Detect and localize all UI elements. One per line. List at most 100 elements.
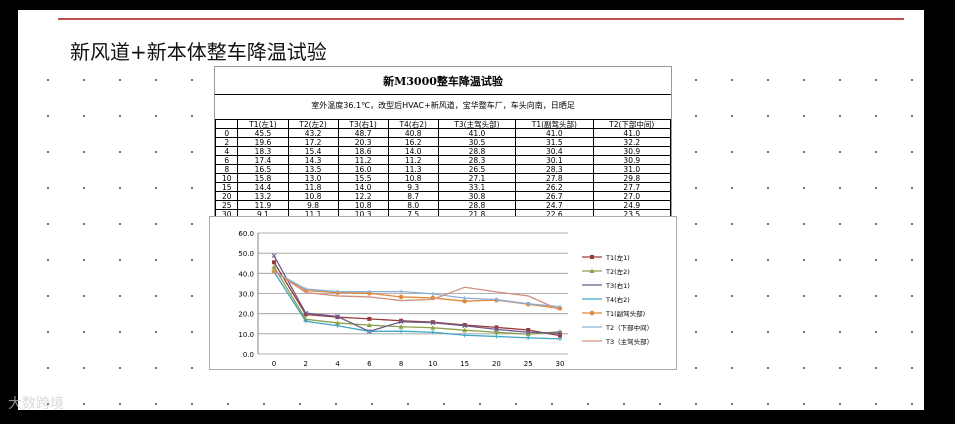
table-cell: 30.8 xyxy=(437,191,517,201)
table-cell: 16.0 xyxy=(337,164,389,174)
series-line xyxy=(273,270,561,311)
table-row: 25 11.9 9.8 10.8 8.0 28.8 24.7 24.9 xyxy=(214,200,672,210)
y-tick-label: 20.0 xyxy=(238,311,254,319)
data-point xyxy=(462,298,467,304)
table-cell: 11.2 xyxy=(387,155,439,165)
table-cell: 13.2 xyxy=(237,191,289,201)
x-tick-label: 30 xyxy=(556,360,565,368)
table-cell: 29.8 xyxy=(592,173,672,183)
table-row: 0 45.5 43.2 48.7 40.8 41.0 41.0 41.0 xyxy=(214,128,672,138)
data-point xyxy=(526,328,531,333)
data-table-image: 新M3000整车降温试验 室外温度36.1℃，改型后HVAC+新风道，宝华整车厂… xyxy=(214,66,672,224)
table-cell: 20.3 xyxy=(337,137,389,147)
table-cell: 41.0 xyxy=(515,128,594,138)
x-tick-label: 4 xyxy=(335,360,340,368)
table-cell: 2 xyxy=(214,137,239,147)
legend-marker xyxy=(589,310,595,316)
series-line xyxy=(273,261,561,337)
x-tick-label: 20 xyxy=(492,360,501,368)
table-row: 30 9.1 11.1 10.3 7.5 21.8 22.6 23.5 xyxy=(214,209,672,219)
table-cell: 25 xyxy=(214,200,239,210)
table-row: 15 14.4 11.8 14.0 9.3 33.1 26.2 27.7 xyxy=(214,182,672,192)
table-header-row: T1(左1) T2(左2) T3(右1) T4(右2) T3(主驾头部) T1(副驾头部)… xyxy=(214,119,672,129)
data-point xyxy=(399,318,404,323)
data-point xyxy=(557,330,563,336)
table-cell: 11.2 xyxy=(337,155,389,165)
table-header-cell xyxy=(214,119,239,129)
table-cell: 15.4 xyxy=(287,146,339,156)
table-cell: 26.2 xyxy=(515,182,594,192)
legend-label: T2(左2) xyxy=(605,267,630,276)
table-cell: 10.8 xyxy=(337,200,389,210)
table-header-cell: T1(左1) xyxy=(237,119,289,129)
table-cell: 17.4 xyxy=(237,155,289,165)
table-title: 新M3000整车降温试验 xyxy=(383,75,503,88)
y-tick-label: 30.0 xyxy=(238,291,254,299)
x-tick-label: 10 xyxy=(428,360,437,368)
table-cell: 20 xyxy=(214,191,239,201)
legend-label: T4(右2) xyxy=(605,295,630,304)
chart-image: 0.0 10.0 20.0 30.0 40.0 50.0 60.0 0 2 4 6 8 10 15 20 25… xyxy=(209,216,677,370)
legend-marker xyxy=(590,255,594,259)
table-cell: 8.7 xyxy=(387,191,439,201)
table-header-cell: T3(右1) xyxy=(337,119,389,129)
table-cell: 28.3 xyxy=(515,164,594,174)
series-line xyxy=(273,270,561,308)
table-cell: 15 xyxy=(214,182,239,192)
slide-title: 新风道+新本体整车降温试验 xyxy=(70,40,327,64)
data-point xyxy=(335,314,340,319)
x-tick-label: 25 xyxy=(524,360,533,368)
data-point xyxy=(271,264,277,269)
table-cell: 10 xyxy=(214,173,239,183)
table-cell: 30.1 xyxy=(515,155,594,165)
data-point xyxy=(462,327,468,333)
table-cell: 14.0 xyxy=(387,146,439,156)
data-point xyxy=(462,323,468,329)
data-point xyxy=(430,325,436,330)
table-cell: 9.3 xyxy=(387,182,439,192)
table-cell: 4 xyxy=(214,146,239,156)
table-cell: 12.2 xyxy=(337,191,389,201)
x-tick-label: 8 xyxy=(399,360,403,368)
table-cell: 33.1 xyxy=(437,182,517,192)
data-point xyxy=(398,324,404,329)
data-point xyxy=(272,260,276,265)
y-tick-label: 60.0 xyxy=(238,230,254,238)
legend-marker xyxy=(589,268,595,273)
table-cell: 30.9 xyxy=(592,155,672,165)
table-cell: 31.0 xyxy=(592,164,672,174)
table-cell: 41.0 xyxy=(592,128,672,138)
slide-header-area xyxy=(18,10,924,72)
data-point xyxy=(335,320,341,325)
table-cell: 14.3 xyxy=(287,155,339,165)
table-row: 8 16.5 13.5 16.0 11.3 26.5 28.3 31.0 xyxy=(214,164,672,174)
table-cell: 18.6 xyxy=(337,146,389,156)
y-tick-label: 10.0 xyxy=(238,331,254,339)
table-cell: 26.5 xyxy=(437,164,517,174)
table-body: 0 45.5 43.2 48.7 40.8 41.0 41.0 41.0 2 19.6 17.2 20… xyxy=(214,128,672,219)
table-cell: 11.3 xyxy=(387,164,439,174)
series-line xyxy=(273,271,561,340)
table-cell: 6 xyxy=(214,155,239,165)
table-title-divider xyxy=(215,94,671,95)
data-point xyxy=(558,333,562,338)
table-row: 10 15.8 13.0 15.5 10.8 27.1 27.8 29.8 xyxy=(214,173,672,183)
data-point xyxy=(303,310,309,316)
temperature-table: T1(左1) T2(左2) T3(右1) T4(右2) T3(主驾头部) T1(副驾头部)… xyxy=(214,119,672,219)
table-cell: 11.8 xyxy=(287,182,339,192)
y-tick-label: 40.0 xyxy=(238,270,254,278)
data-point xyxy=(303,312,308,317)
line-chart: 0.0 10.0 20.0 30.0 40.0 50.0 60.0 0 2 4 6 8 10 15 20 25… xyxy=(238,230,653,368)
data-point xyxy=(525,329,531,335)
table-cell: 24.7 xyxy=(515,200,594,210)
table-header-cell: T1(副驾头部) xyxy=(515,119,594,129)
table-cell: 10.8 xyxy=(287,191,339,201)
table-cell: 43.2 xyxy=(287,128,339,138)
data-point xyxy=(525,331,531,337)
table-cell: 27.7 xyxy=(592,182,672,192)
legend-label: T2（下部中间） xyxy=(605,323,653,332)
table-cell: 17.2 xyxy=(287,137,339,147)
table-subtitle: 室外温度36.1℃，改型后HVAC+新风道，宝华整车厂，车头向南，日晒足 xyxy=(311,101,575,110)
legend-label: T3(右1) xyxy=(605,281,630,290)
data-point xyxy=(430,320,436,326)
